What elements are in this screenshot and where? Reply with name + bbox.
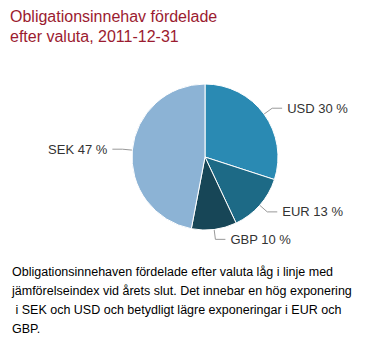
svg-text:EUR 13 %: EUR 13 % xyxy=(282,204,343,219)
svg-text:USD 30 %: USD 30 % xyxy=(287,101,348,116)
svg-text:jämförelseindex vid årets slut: jämförelseindex vid årets slut. Det inne… xyxy=(11,284,352,298)
svg-text:GBP.: GBP. xyxy=(12,322,40,336)
svg-text:efter valuta, 2011-12-31: efter valuta, 2011-12-31 xyxy=(10,28,179,45)
svg-text:GBP 10 %: GBP 10 % xyxy=(230,232,291,247)
svg-text:SEK 47 %: SEK 47 % xyxy=(48,142,108,157)
svg-text:Obligationsinnehav fördelade: Obligationsinnehav fördelade xyxy=(10,8,222,25)
svg-text:i SEK och USD och betydligt lä: i SEK och USD och betydligt lägre expone… xyxy=(12,303,345,317)
svg-text:Obligationsinnehaven fördelade: Obligationsinnehaven fördelade efter val… xyxy=(12,265,337,279)
